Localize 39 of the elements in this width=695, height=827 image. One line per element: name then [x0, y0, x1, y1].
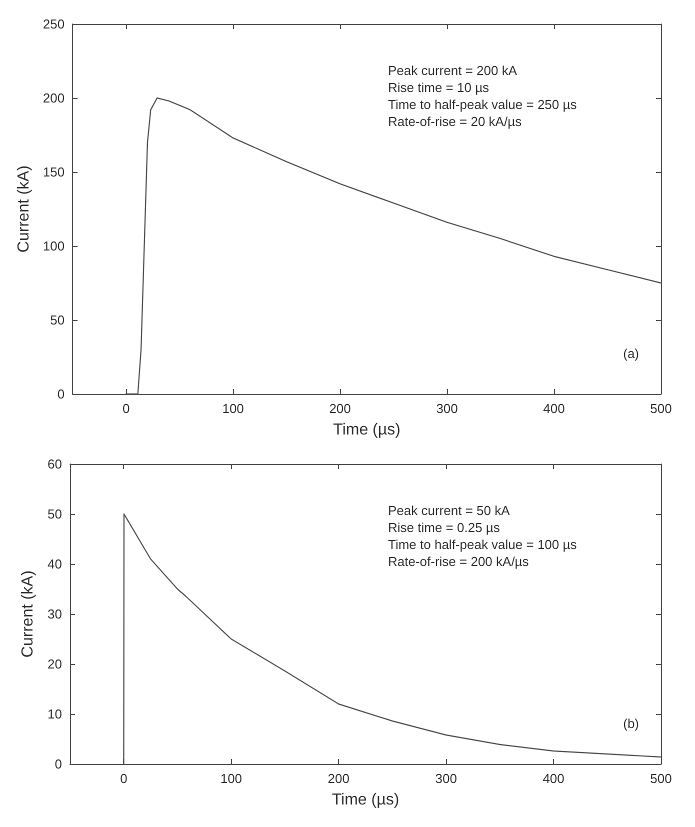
text: (b)	[623, 716, 639, 731]
y-tick-label: 150	[42, 164, 65, 180]
text: (a)	[623, 346, 639, 361]
annotation: Rate-of-rise = 20 kA/µs	[388, 114, 522, 129]
x-tick-label: 400	[542, 771, 564, 786]
y-tick-label: 0	[54, 756, 62, 772]
x-tick-label: 0	[122, 401, 130, 416]
y-tick-label: 50	[50, 312, 65, 328]
y-tick-label: 250	[42, 16, 65, 32]
x-axis-title: Time (µs)	[332, 792, 400, 808]
x-axis-title: Time (µs)	[333, 422, 400, 438]
annotation: Rate-of-rise = 200 kA/µs	[388, 554, 530, 569]
x-tick-label: 200	[329, 401, 351, 416]
x-tick-label: 300	[436, 401, 458, 416]
x-tick-label: 200	[328, 771, 350, 786]
annotation: Time to half-peak value = 250 µs	[388, 97, 578, 112]
x-tick-label: 500	[650, 771, 672, 786]
annotation: Rise time = 0.25 µs	[388, 520, 500, 535]
y-tick-label: 50	[48, 506, 62, 522]
annotation: Rise time = 10 µs	[388, 80, 490, 95]
x-tick-label: 400	[543, 401, 565, 416]
y-tick-label: 10	[48, 706, 62, 722]
annotation: Peak current = 200 kA	[388, 63, 518, 78]
x-tick-label: 100	[222, 401, 244, 416]
x-tick-label: 100	[220, 771, 242, 786]
y-tick-label: 0	[57, 386, 65, 402]
annotation: Time to half-peak value = 100 µs	[388, 537, 578, 552]
x-tick-label: 0	[120, 771, 128, 786]
y-tick-label: 30	[48, 606, 62, 622]
y-tick-label: 60	[48, 456, 62, 472]
y-tick-label: 20	[48, 656, 62, 672]
x-tick-label: 300	[435, 771, 457, 786]
annotation: Peak current = 50 kA	[388, 503, 510, 518]
y-tick-label: 100	[42, 238, 65, 254]
y-axis-title: Current (kA)	[16, 165, 32, 253]
x-tick-label: 500	[650, 401, 672, 416]
y-tick-label: 200	[42, 90, 65, 106]
y-tick-label: 40	[48, 556, 62, 572]
y-axis-title: Current (kA)	[20, 570, 36, 658]
